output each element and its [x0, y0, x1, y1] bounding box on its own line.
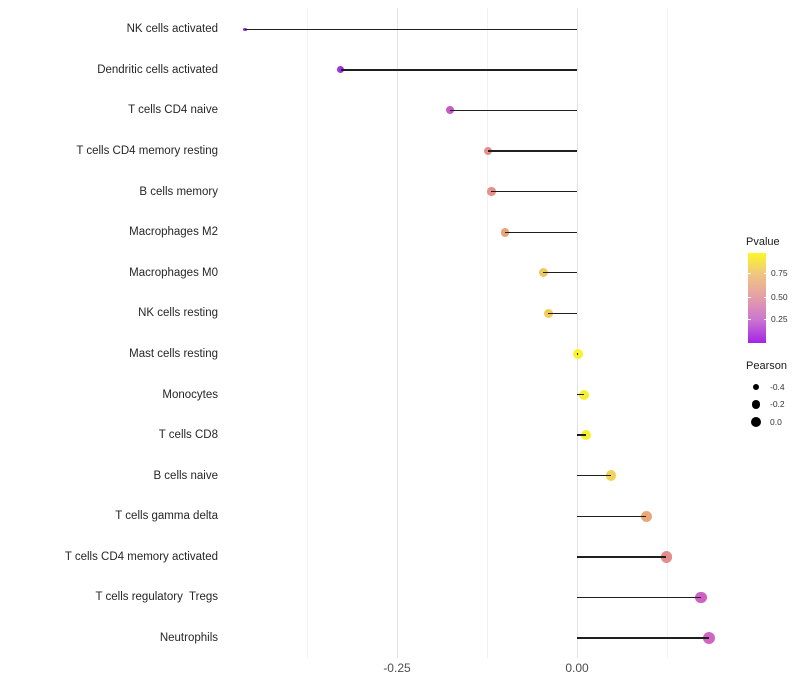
category-label: NK cells resting: [138, 307, 218, 320]
pvalue-legend-title: Pvalue: [746, 236, 780, 248]
pearson-legend-title: Pearson: [746, 360, 787, 372]
lollipop-stem: [340, 69, 577, 71]
minor-gridline: [667, 8, 668, 658]
category-label: NK cells activated: [126, 23, 218, 36]
category-label: Dendritic cells activated: [97, 63, 218, 76]
lollipop-dot: [660, 551, 672, 563]
lollipop-dot: [580, 430, 591, 441]
minor-gridline: [487, 8, 488, 658]
lollipop-stem: [548, 312, 577, 315]
category-label: Macrophages M2: [129, 226, 218, 239]
minor-gridline: [307, 8, 308, 658]
size-legend-label: -0.2: [770, 399, 785, 409]
category-label: T cells CD4 naive: [128, 104, 218, 117]
colorbar-tick-label: 0.25: [771, 314, 788, 325]
colorbar-tick-label: 0.50: [771, 291, 788, 302]
size-legend-label: 0.0: [770, 416, 782, 427]
category-label: Monocytes: [162, 388, 218, 401]
size-legend-dot: [752, 383, 760, 391]
lollipop-stem: [577, 393, 585, 396]
category-label: T cells CD8: [158, 429, 218, 442]
x-tick-label: -0.25: [383, 661, 411, 675]
lollipop-stem: [487, 150, 577, 152]
size-legend-dot: [751, 400, 761, 409]
category-label: Macrophages M0: [129, 266, 218, 279]
lollipop-stem: [577, 556, 667, 558]
lollipop-dot: [579, 389, 590, 400]
lollipop-stem: [245, 28, 577, 30]
category-label: B cells memory: [139, 185, 218, 198]
colorbar-tick: [763, 319, 766, 321]
pvalue-colorbar: [748, 253, 766, 343]
colorbar-tick: [763, 273, 766, 275]
lollipop-stem: [577, 474, 611, 477]
category-label: Mast cells resting: [129, 347, 218, 360]
lollipop-dot: [243, 27, 247, 31]
lollipop-dot: [573, 348, 584, 359]
lollipop-dot: [538, 268, 548, 278]
plot-panel: [222, 8, 736, 658]
lollipop-stem: [577, 637, 709, 639]
size-legend-dot: [750, 416, 762, 428]
lollipop-stem: [491, 190, 577, 193]
colorbar-tick-label: 0.75: [771, 268, 788, 279]
category-label: T cells CD4 memory resting: [76, 145, 218, 158]
x-tick-label: 0.00: [565, 661, 589, 675]
lollipop-dot: [694, 591, 707, 604]
lollipop-dot: [640, 510, 652, 522]
lollipop-stem: [577, 596, 701, 599]
lollipop-stem: [577, 515, 647, 517]
colorbar-tick: [763, 296, 766, 298]
lollipop-dot: [487, 187, 496, 196]
category-label: T cells regulatory Tregs: [95, 591, 218, 604]
size-legend-label: -0.4: [770, 381, 785, 392]
lollipop-stem: [543, 272, 577, 274]
lollipop-stem: [577, 434, 586, 436]
category-label: Neutrophils: [159, 632, 218, 644]
lollipop-stem: [577, 353, 579, 355]
colorbar-tick: [748, 296, 751, 298]
lollipop-dot: [605, 470, 617, 481]
major-gridline: [397, 8, 398, 658]
colorbar-tick: [748, 273, 751, 275]
category-label: T cells CD4 memory activated: [64, 550, 218, 563]
category-label: B cells naive: [153, 469, 218, 482]
lollipop-dot: [702, 631, 715, 645]
lollipop-dot: [483, 146, 492, 156]
category-label: T cells gamma delta: [115, 510, 218, 523]
lollipop-stem: [450, 109, 577, 112]
lollipop-stem: [505, 231, 577, 233]
lollipop-dot: [500, 227, 510, 237]
colorbar-tick: [748, 319, 751, 321]
major-gridline: [577, 8, 578, 658]
